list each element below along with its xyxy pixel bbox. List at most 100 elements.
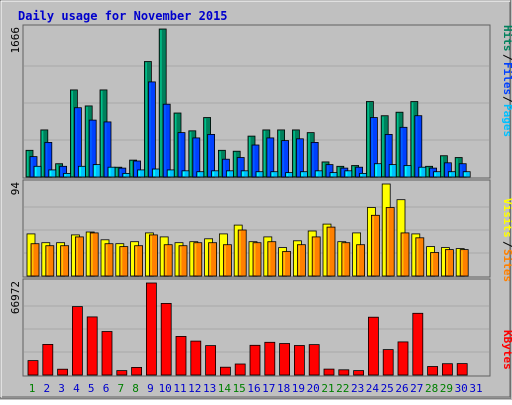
bar-highlight-visits-day-5 <box>87 233 89 275</box>
bar-highlight-kbytes-day-19 <box>295 346 297 374</box>
bar-highlight-pages-day-24 <box>375 164 377 176</box>
bar-highlight-kbytes-day-25 <box>384 350 386 374</box>
bar-files-day-26 <box>399 126 408 178</box>
day-label-7: 7 <box>117 382 124 395</box>
bar-kbytes-day-9 <box>145 282 157 376</box>
day-label-18: 18 <box>277 382 290 395</box>
bar-highlight-pages-day-6 <box>109 168 111 176</box>
bar-kbytes-day-5 <box>86 316 98 376</box>
bar-highlight-visits-day-17 <box>264 237 267 275</box>
bar-sites-day-3 <box>60 245 69 277</box>
bar-highlight-visits-day-13 <box>205 239 208 275</box>
bar-highlight-hits-day-23 <box>352 166 355 176</box>
bar-sites-day-29 <box>444 249 454 277</box>
day-label-28: 28 <box>425 382 438 395</box>
bar-kbytes-day-28 <box>427 366 439 376</box>
bar-kbytes-day-10 <box>160 302 172 376</box>
bar-pages-day-7 <box>122 172 131 178</box>
bar-highlight-sites-day-26 <box>402 233 404 275</box>
bar-highlight-pages-day-5 <box>94 165 96 176</box>
legend-sites: Sites <box>501 249 512 282</box>
panel-top-bars <box>25 28 471 178</box>
bar-highlight-hits-day-11 <box>175 114 177 176</box>
bar-highlight-visits-day-23 <box>353 233 356 275</box>
bar-files-day-8 <box>133 160 142 178</box>
bar-highlight-sites-day-19 <box>298 245 300 275</box>
bar-kbytes-day-19 <box>293 345 305 376</box>
bar-highlight-visits-day-26 <box>398 200 400 275</box>
bar-highlight-sites-day-15 <box>239 231 241 275</box>
bar-highlight-sites-day-30 <box>461 250 463 275</box>
bar-highlight-files-day-3 <box>60 167 63 176</box>
bar-files-day-3 <box>59 165 67 178</box>
bar-pages-day-5 <box>92 164 101 178</box>
panel-bottom: 66972 KBytes <box>9 278 512 377</box>
bar-highlight-hits-day-5 <box>86 106 88 176</box>
bar-sites-day-2 <box>45 245 55 277</box>
bar-highlight-visits-day-8 <box>131 242 134 275</box>
bar-kbytes-day-4 <box>72 306 83 376</box>
panel-bottom-max-label: 66972 <box>9 281 22 314</box>
bar-highlight-pages-day-22 <box>345 171 348 176</box>
day-label-6: 6 <box>103 382 110 395</box>
day-label-21: 21 <box>321 382 334 395</box>
day-label-10: 10 <box>159 382 172 395</box>
bar-highlight-visits-day-21 <box>324 225 326 275</box>
bar-highlight-kbytes-day-27 <box>413 314 416 374</box>
bar-pages-day-25 <box>388 164 397 178</box>
bar-pages-day-14 <box>225 170 234 178</box>
bar-highlight-pages-day-4 <box>79 167 81 176</box>
bar-files-day-29 <box>443 162 452 178</box>
bar-highlight-hits-day-15 <box>234 152 236 176</box>
bar-pages-day-16 <box>255 171 264 178</box>
bar-highlight-visits-day-9 <box>146 233 148 275</box>
bar-highlight-sites-day-12 <box>194 243 197 275</box>
bar-pages-day-1 <box>33 165 42 178</box>
bar-highlight-sites-day-14 <box>224 245 226 275</box>
bar-highlight-visits-day-22 <box>338 242 341 275</box>
bar-highlight-hits-day-17 <box>263 130 266 176</box>
day-label-29: 29 <box>440 382 453 395</box>
bar-highlight-files-day-6 <box>105 122 107 176</box>
bar-pages-day-8 <box>137 169 146 178</box>
bar-kbytes-day-18 <box>279 343 291 376</box>
bar-highlight-visits-day-1 <box>28 234 30 275</box>
bar-kbytes-day-16 <box>249 344 261 376</box>
bar-highlight-kbytes-day-16 <box>251 346 253 374</box>
bar-sites-day-25 <box>385 207 395 277</box>
bar-kbytes-day-29 <box>441 363 453 376</box>
bar-highlight-pages-day-15 <box>242 171 244 176</box>
bar-sites-day-21 <box>326 226 336 277</box>
bar-highlight-visits-day-19 <box>294 241 296 275</box>
bar-highlight-hits-day-19 <box>293 130 295 176</box>
bar-files-day-14 <box>221 158 230 178</box>
day-label-22: 22 <box>336 382 349 395</box>
bar-files-day-6 <box>103 121 112 178</box>
bar-highlight-sites-day-17 <box>268 242 271 275</box>
bar-highlight-sites-day-23 <box>357 245 360 275</box>
bar-highlight-kbytes-day-11 <box>177 337 179 374</box>
bar-highlight-files-day-5 <box>90 121 92 176</box>
bar-kbytes-day-24 <box>367 316 379 376</box>
bar-files-day-19 <box>295 138 304 178</box>
panel-top: 1666 Hits / Files / Pages <box>9 24 512 179</box>
day-label-25: 25 <box>381 382 394 395</box>
bar-highlight-files-day-4 <box>75 108 77 176</box>
day-label-23: 23 <box>351 382 364 395</box>
day-label-30: 30 <box>455 382 468 395</box>
bar-highlight-hits-day-2 <box>41 130 44 176</box>
bar-highlight-pages-day-28 <box>434 172 437 176</box>
bar-files-day-15 <box>236 157 245 178</box>
bar-highlight-hits-day-14 <box>219 151 221 176</box>
bar-sites-day-28 <box>430 252 440 277</box>
bar-highlight-pages-day-10 <box>168 170 170 176</box>
bar-highlight-kbytes-day-17 <box>265 343 268 374</box>
bar-highlight-visits-day-15 <box>235 226 237 275</box>
panel-middle-bars <box>26 183 469 277</box>
bar-highlight-pages-day-18 <box>286 173 289 176</box>
day-label-17: 17 <box>262 382 275 395</box>
bar-highlight-visits-day-6 <box>102 240 104 275</box>
bar-highlight-kbytes-day-2 <box>43 345 46 374</box>
legend-kbytes: KBytes <box>501 330 512 370</box>
bar-highlight-files-day-26 <box>401 128 403 176</box>
